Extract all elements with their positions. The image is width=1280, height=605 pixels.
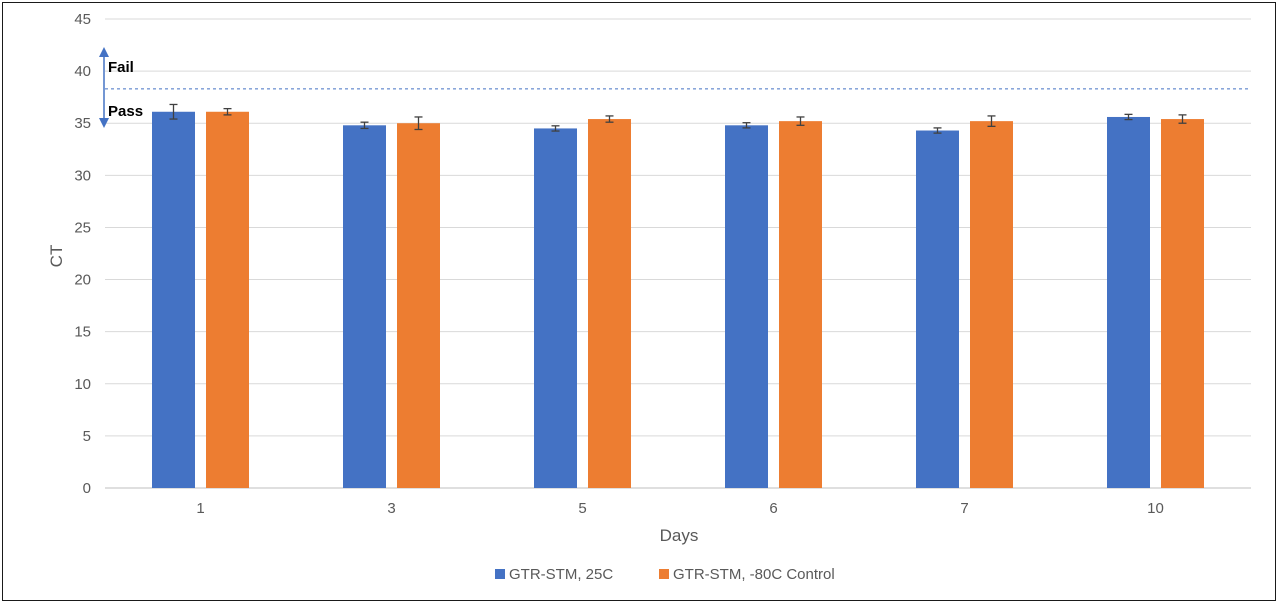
x-tick-label: 7 [960,500,968,517]
bar-2-day-6 [779,121,822,488]
pass-label: Pass [108,103,143,120]
down-arrowhead-icon [99,118,109,128]
bar-2-day-10 [1161,119,1204,488]
y-tick-label: 5 [83,428,91,445]
error-bar-2-day-10 [1178,114,1187,124]
legend-swatch-series-2 [659,569,669,579]
x-tick-label: 1 [196,500,204,517]
error-bar-1-day-1 [169,103,178,120]
legend-label-series-2: GTR-STM, -80C Control [673,566,835,583]
error-bar-1-day-3 [360,121,369,130]
error-bar-2-day-7 [987,115,996,127]
legend: GTR-STM, 25C GTR-STM, -80C Control [495,566,835,583]
legend-label-series-1: GTR-STM, 25C [509,566,613,583]
bars [152,103,1204,489]
y-tick-label: 35 [74,115,91,132]
x-tick-label: 3 [387,500,395,517]
bar-2-day-3 [397,123,440,488]
error-bar-1-day-7 [933,127,942,134]
error-bar-1-day-6 [742,122,751,129]
bar-1-day-3 [343,125,386,488]
legend-swatch-series-1 [495,569,505,579]
x-axis-title: Days [660,526,699,545]
y-tick-label: 15 [74,324,91,341]
y-tick-label: 0 [83,480,91,497]
x-tick-label: 5 [578,500,586,517]
bar-1-day-1 [152,111,195,488]
y-tick-label: 30 [74,167,91,184]
bar-1-day-5 [534,128,577,488]
error-bar-1-day-5 [551,125,560,132]
up-arrowhead-icon [99,47,109,57]
y-tick-label: 25 [74,219,91,236]
error-bar-2-day-3 [414,116,423,131]
y-tick-label: 40 [74,63,91,80]
fail-label: Fail [108,59,134,76]
pass-fail-annotation: Fail Pass [99,47,143,128]
gridlines [105,18,1251,489]
error-bar-1-day-10 [1124,113,1133,121]
bar-2-day-7 [970,121,1013,488]
y-axis-title: CT [47,245,66,268]
y-tick-label: 20 [74,272,91,289]
x-tick-label: 10 [1147,500,1164,517]
bar-2-day-5 [588,119,631,488]
x-tick-label: 6 [769,500,777,517]
y-tick-label: 10 [74,376,91,393]
y-tick-label: 45 [74,11,91,28]
bar-2-day-1 [206,111,249,488]
error-bar-2-day-1 [223,107,232,116]
bar-1-day-7 [916,130,959,489]
error-bar-2-day-6 [796,116,805,126]
bar-1-day-10 [1107,116,1150,489]
bar-1-day-6 [725,125,768,488]
error-bar-2-day-5 [605,115,614,123]
